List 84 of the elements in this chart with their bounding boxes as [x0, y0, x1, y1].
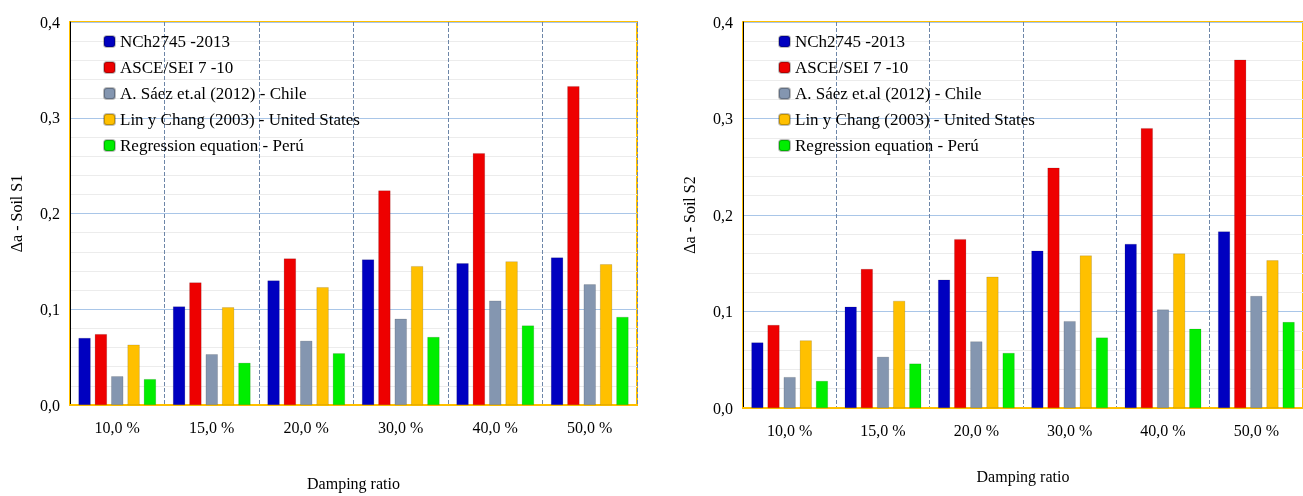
bar: [551, 257, 564, 405]
bar: [1157, 309, 1169, 408]
legend-label: A. Sáez et.al (2012) - Chile: [795, 84, 982, 103]
x-tick-label: 15,0 %: [860, 421, 906, 439]
legend-label: Regression equation - Perú: [120, 136, 305, 155]
bar: [970, 341, 983, 408]
x-tick-label: 20,0 %: [283, 418, 329, 436]
bar: [954, 239, 967, 408]
bar: [143, 379, 156, 405]
bar: [521, 325, 534, 405]
bar: [362, 259, 375, 405]
bar: [1047, 167, 1060, 408]
x-tick-label: 10,0 %: [94, 418, 140, 436]
bar: [94, 334, 107, 405]
x-tick-label: 50,0 %: [1233, 421, 1279, 439]
bar: [189, 282, 202, 405]
y-tick-label: 0,3: [713, 110, 733, 127]
bar: [767, 325, 780, 408]
legend-label: NCh2745 -2013: [120, 32, 231, 51]
bar: [616, 316, 629, 405]
y-tick-label: 0,2: [40, 205, 60, 222]
x-tick-label: 30,0 %: [378, 418, 424, 436]
legend-label: ASCE/SEI 7 -10: [795, 58, 909, 77]
bar: [205, 354, 218, 405]
bar: [815, 380, 828, 408]
bar: [300, 340, 313, 405]
bar: [1124, 243, 1137, 408]
x-tick-label: 50,0 %: [567, 418, 613, 436]
legend-label: Regression equation - Perú: [795, 136, 980, 155]
y-tick-label: 0,0: [40, 396, 60, 414]
bar: [267, 280, 280, 405]
x-tick-label: 40,0 %: [1140, 421, 1186, 439]
y-tick-label: 0,3: [40, 109, 60, 127]
bar: [1282, 322, 1295, 408]
bar: [1002, 353, 1015, 408]
x-tick-label: 40,0 %: [472, 418, 518, 436]
bar: [783, 377, 796, 408]
bar: [1218, 231, 1231, 408]
bar: [78, 337, 91, 405]
legend-label: NCh2745 -2013: [795, 32, 906, 51]
bar: [860, 269, 873, 408]
bar: [1031, 250, 1044, 408]
legend-label: ASCE/SEI 7 -10: [120, 58, 234, 77]
bar: [1140, 128, 1153, 408]
bar: [844, 306, 857, 408]
y-axis-title: Δa - Soil S2: [680, 176, 698, 254]
y-axis-title: Δa - Soil S1: [7, 174, 25, 253]
y-tick-label: 0,1: [713, 303, 733, 320]
bar: [472, 153, 485, 405]
y-tick-label: 0,4: [713, 13, 733, 31]
bar: [427, 337, 440, 405]
y-tick-label: 0,1: [40, 300, 60, 318]
legend-label: Lin y Chang (2003) - United States: [795, 110, 1035, 129]
bar: [567, 86, 580, 405]
legend-label: A. Sáez et.al (2012) - Chile: [120, 84, 307, 103]
bar: [1063, 321, 1076, 408]
bar: [111, 376, 124, 405]
bar: [909, 363, 922, 408]
bar: [283, 258, 296, 405]
bar: [938, 279, 951, 408]
y-tick-label: 0,4: [40, 13, 60, 31]
y-tick-label: 0,2: [713, 206, 733, 224]
bar: [238, 362, 251, 405]
bar: [1234, 59, 1247, 408]
bar: [1095, 337, 1108, 408]
x-tick-label: 30,0 %: [1047, 421, 1093, 439]
x-axis-title: Damping ratio: [307, 474, 400, 493]
legend-label: Lin y Chang (2003) - United States: [120, 110, 360, 129]
bar: [456, 263, 469, 405]
x-axis-title: Damping ratio: [976, 467, 1070, 486]
bar: [378, 190, 391, 405]
bar: [1189, 328, 1202, 408]
x-tick-label: 15,0 %: [189, 418, 235, 436]
bar: [877, 356, 889, 408]
x-tick-label: 20,0 %: [953, 421, 999, 439]
bar: [394, 318, 407, 405]
bar: [751, 342, 764, 408]
x-tick-label: 10,0 %: [767, 421, 813, 439]
bar: [489, 300, 502, 405]
y-tick-label: 0,0: [713, 399, 733, 417]
bar: [173, 306, 186, 405]
bar: [332, 353, 345, 405]
bar: [583, 284, 596, 405]
bar: [1250, 296, 1263, 408]
